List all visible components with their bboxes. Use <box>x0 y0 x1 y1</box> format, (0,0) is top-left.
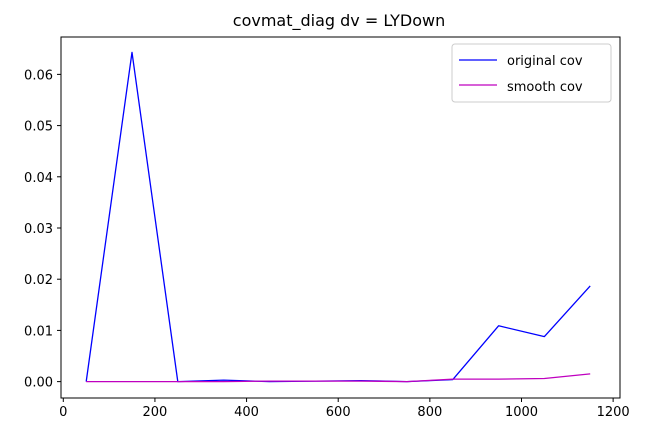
x-tick-label: 800 <box>417 405 442 420</box>
y-tick-label: 0.06 <box>24 68 53 83</box>
x-tick-label: 0 <box>59 405 67 420</box>
legend: original cov smooth cov <box>451 43 612 103</box>
y-tick-label: 0.04 <box>24 171 53 186</box>
x-tick-label: 1000 <box>505 405 538 420</box>
x-tick-label: 600 <box>326 405 351 420</box>
legend-label-original-cov: original cov <box>507 54 583 69</box>
y-axis: 0.00 0.01 0.02 0.03 0.04 0.05 0.06 <box>24 68 61 391</box>
y-tick-label: 0.05 <box>24 120 53 135</box>
y-tick-label: 0.02 <box>24 273 53 288</box>
x-tick-label: 200 <box>143 405 168 420</box>
x-tick-label: 400 <box>234 405 259 420</box>
chart-title: covmat_diag dv = LYDown <box>233 11 445 31</box>
x-tick-label: 1200 <box>597 405 630 420</box>
y-tick-label: 0.03 <box>24 222 53 237</box>
y-tick-label: 0.00 <box>24 376 53 391</box>
series-line-smooth-cov <box>86 373 591 383</box>
y-tick-label: 0.01 <box>24 324 53 339</box>
plot-frame <box>60 36 621 399</box>
x-axis: 0 200 400 600 800 1000 1200 <box>59 398 630 420</box>
series-lines <box>85 51 591 383</box>
legend-label-smooth-cov: smooth cov <box>507 80 583 95</box>
legend-box <box>451 43 612 103</box>
